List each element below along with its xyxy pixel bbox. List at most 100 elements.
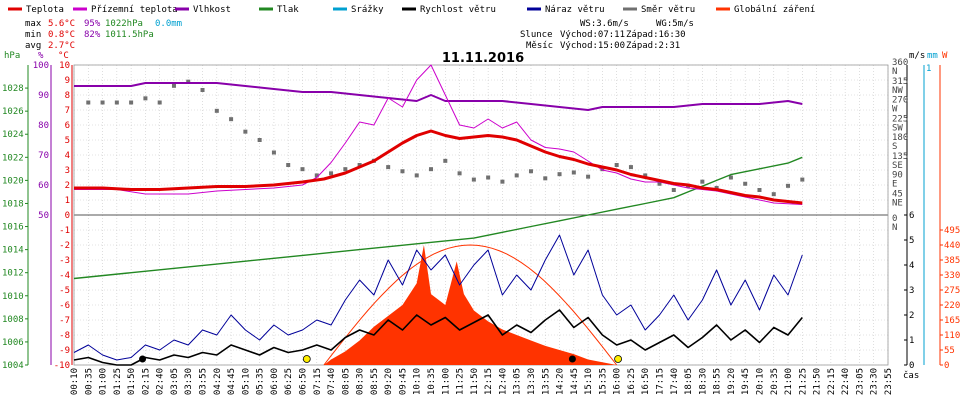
axes: 1004100610081010101210141016101810201022… — [2, 58, 960, 371]
x-tick-label: 23:05 — [855, 368, 865, 395]
radiation-tick-label: 0 — [944, 361, 949, 371]
wind-tick-label: 2 — [909, 311, 914, 321]
legend-label-naraz: Náraz větru — [545, 5, 605, 15]
x-tick-label: 20:10 — [755, 368, 765, 395]
temperature-tick-label: 3 — [65, 166, 70, 176]
pressure-tick-label: 1008 — [2, 315, 24, 325]
wind-direction-point — [200, 88, 205, 92]
x-tick-label: 16:00 — [613, 368, 623, 395]
wind-direction-point — [586, 174, 591, 179]
wind-direction-point — [400, 169, 405, 174]
wind-direction-point — [757, 188, 762, 192]
x-tick-label: 06:00 — [270, 368, 280, 395]
x-axis-ticks: 00:10 00:35 01:00 01:25 01:50 02:15 02:40 03:05… — [70, 368, 894, 395]
x-tick-label: 01:00 — [99, 368, 109, 395]
wind-tick-label: 6 — [909, 211, 914, 221]
radiation-tick-label: 55 — [944, 346, 955, 356]
stat-max-rain: 0.0mm — [155, 19, 182, 29]
radiation-tick-label: 495 — [944, 226, 960, 236]
x-tick-label: 17:40 — [670, 368, 680, 395]
wind-direction-point — [214, 108, 219, 113]
wind-ws: WS:3.6m/s — [580, 19, 629, 29]
stat-avg-label: avg — [25, 41, 41, 51]
humidity-tick-label: 80 — [38, 121, 49, 131]
x-tick-label: 08:55 — [370, 368, 380, 395]
wind-direction-point — [800, 177, 805, 182]
wind-direction-point — [600, 167, 605, 172]
wind-tick-label: 4 — [909, 261, 914, 271]
wind-direction-point — [143, 96, 148, 101]
humidity-tick-label: 90 — [38, 91, 49, 101]
pressure-tick-label: 1026 — [2, 107, 24, 117]
wind-direction-point — [628, 165, 633, 170]
x-tick-label: 04:45 — [227, 368, 237, 395]
x-tick-label: 01:50 — [127, 368, 137, 395]
legend-label-rychlost: Rychlost větru — [420, 5, 496, 15]
temperature-tick-label: 1 — [65, 196, 70, 206]
humidity-tick-label: 50 — [38, 211, 49, 221]
wind-direction-point — [771, 192, 776, 197]
direction-tick-deg: 0 — [892, 214, 897, 224]
x-tick-label: 12:15 — [484, 368, 494, 395]
wind-direction-point — [786, 183, 791, 188]
temperature-unit: °C — [58, 51, 69, 61]
wind-speed-line — [73, 309, 803, 366]
x-tick-label: 06:50 — [298, 368, 308, 395]
x-tick-label: 23:30 — [870, 368, 880, 395]
x-tick-label: 02:40 — [156, 368, 166, 395]
temperature-tick-label: -3 — [59, 256, 70, 266]
direction-tick-label: SE — [892, 161, 903, 171]
radiation-area — [323, 245, 617, 365]
chart-title: 11.11.2016 — [442, 51, 524, 66]
temperature-tick-label: 10 — [59, 61, 70, 71]
direction-tick-label: W — [892, 105, 898, 115]
pressure-tick-label: 1004 — [2, 361, 24, 371]
x-tick-label: 15:10 — [584, 368, 594, 395]
x-tick-label: 11:25 — [456, 368, 466, 395]
wind-direction-point — [743, 181, 748, 186]
stat-max-hum: 95% — [84, 19, 101, 29]
x-tick-label: 19:45 — [741, 368, 751, 395]
sun-label: Slunce — [520, 30, 553, 40]
clear-sky-radiation-curve — [323, 244, 618, 366]
stat-max-temp: 5.6°C — [48, 19, 75, 29]
x-tick-label: 00:35 — [84, 368, 94, 395]
temperature-tick-label: -7 — [59, 316, 70, 326]
wind-direction-point — [314, 173, 319, 178]
wind-direction-point — [114, 100, 119, 105]
wind-direction-point — [700, 179, 705, 184]
temperature-tick-label: 6 — [65, 121, 70, 131]
x-tick-label: 18:30 — [698, 368, 708, 395]
humidity-line — [74, 82, 803, 111]
temperature-tick-label: -4 — [59, 271, 70, 281]
wind-tick-label: 0 — [909, 361, 914, 371]
sunrise-marker — [302, 355, 311, 363]
wind-direction-point — [614, 163, 619, 167]
legend-label-teplota: Teplota — [26, 5, 64, 15]
humidity-tick-label: 60 — [38, 181, 49, 191]
wind-wg: WG:5m/s — [656, 19, 694, 29]
x-tick-label: 04:20 — [213, 368, 223, 395]
wind-tick-label: 3 — [909, 286, 914, 296]
rain-unit: mm — [927, 51, 938, 61]
stats-block: max 5.6°C 95% 1022hPa 0.0mm min 0.8°C 82… — [25, 19, 182, 51]
wind-direction-point — [643, 173, 648, 178]
x-tick-label: 13:30 — [527, 368, 537, 395]
direction-tick-deg: 360 — [892, 58, 908, 68]
stat-min-temp: 0.8°C — [48, 30, 75, 40]
radiation-unit: W — [942, 51, 948, 61]
direction-tick-deg: 45 — [892, 189, 903, 199]
wind-direction-point — [671, 188, 676, 192]
stat-max-press: 1022hPa — [105, 19, 143, 29]
x-tick-label: 14:20 — [556, 368, 566, 395]
pressure-line — [73, 156, 803, 280]
temperature-tick-label: 4 — [65, 151, 70, 161]
wind-tick-label: 5 — [909, 236, 914, 246]
x-tick-label: 12:40 — [498, 368, 508, 395]
temperature-tick-label: -8 — [59, 331, 70, 341]
stat-min-label: min — [25, 30, 41, 40]
wind-direction-point — [457, 171, 462, 176]
x-tick-label: 07:15 — [313, 368, 323, 395]
wind-direction-point — [300, 167, 305, 172]
x-tick-label: 05:10 — [241, 368, 251, 395]
